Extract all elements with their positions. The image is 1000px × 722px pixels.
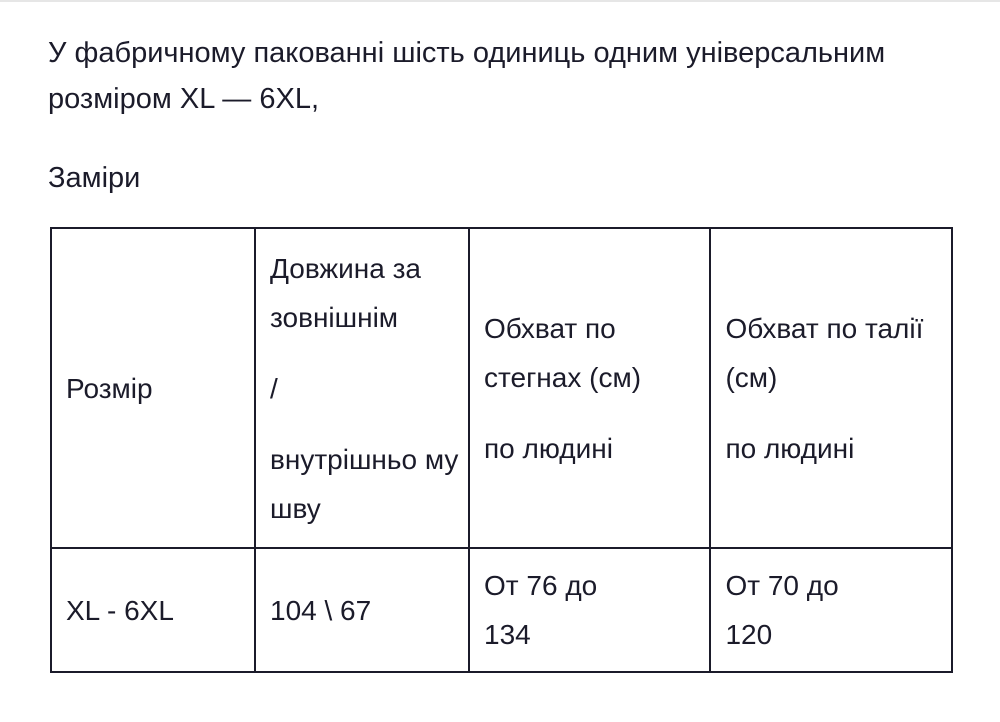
header-length: Довжина за зовнішнім / внутрішньо му шву (253, 227, 471, 549)
header-text: / (270, 372, 278, 404)
header-text: Обхват по талії (см) (725, 312, 924, 393)
cell-length: 104 \ 67 (253, 547, 471, 673)
table-row: XL - 6XL 104 \ 67 От 76 до 134 От 70 до … (50, 547, 953, 673)
header-text: Довжина за зовнішнім (270, 252, 422, 333)
intro-text: У фабричному пакованні шість одиниць одн… (48, 37, 886, 115)
header-text: по людині (725, 432, 855, 464)
top-divider (0, 0, 1000, 2)
header-text: внутрішньо му шву (270, 443, 459, 524)
header-waist: Обхват по талії (см) по людині (709, 227, 953, 549)
header-text: Розмір (66, 372, 153, 404)
cell-hips: От 76 до 134 (468, 547, 712, 673)
header-size: Розмір (50, 227, 256, 549)
cell-text: 104 \ 67 (270, 594, 372, 626)
header-hips: Обхват по стегнах (см) по людині (468, 227, 712, 549)
cell-text: XL - 6XL (66, 594, 174, 626)
size-table: Розмір Довжина за зовнішнім / внутрішньо… (50, 227, 953, 673)
cell-text: От 76 до 134 (484, 570, 598, 650)
cell-waist: От 70 до 120 (709, 547, 953, 673)
cell-size: XL - 6XL (50, 547, 256, 673)
measurements-heading: Заміри (48, 162, 141, 194)
header-text: по людині (484, 432, 613, 464)
cell-text: От 70 до 120 (725, 570, 839, 650)
table-header-row: Розмір Довжина за зовнішнім / внутрішньо… (50, 227, 953, 549)
header-text: Обхват по стегнах (см) (484, 312, 642, 393)
